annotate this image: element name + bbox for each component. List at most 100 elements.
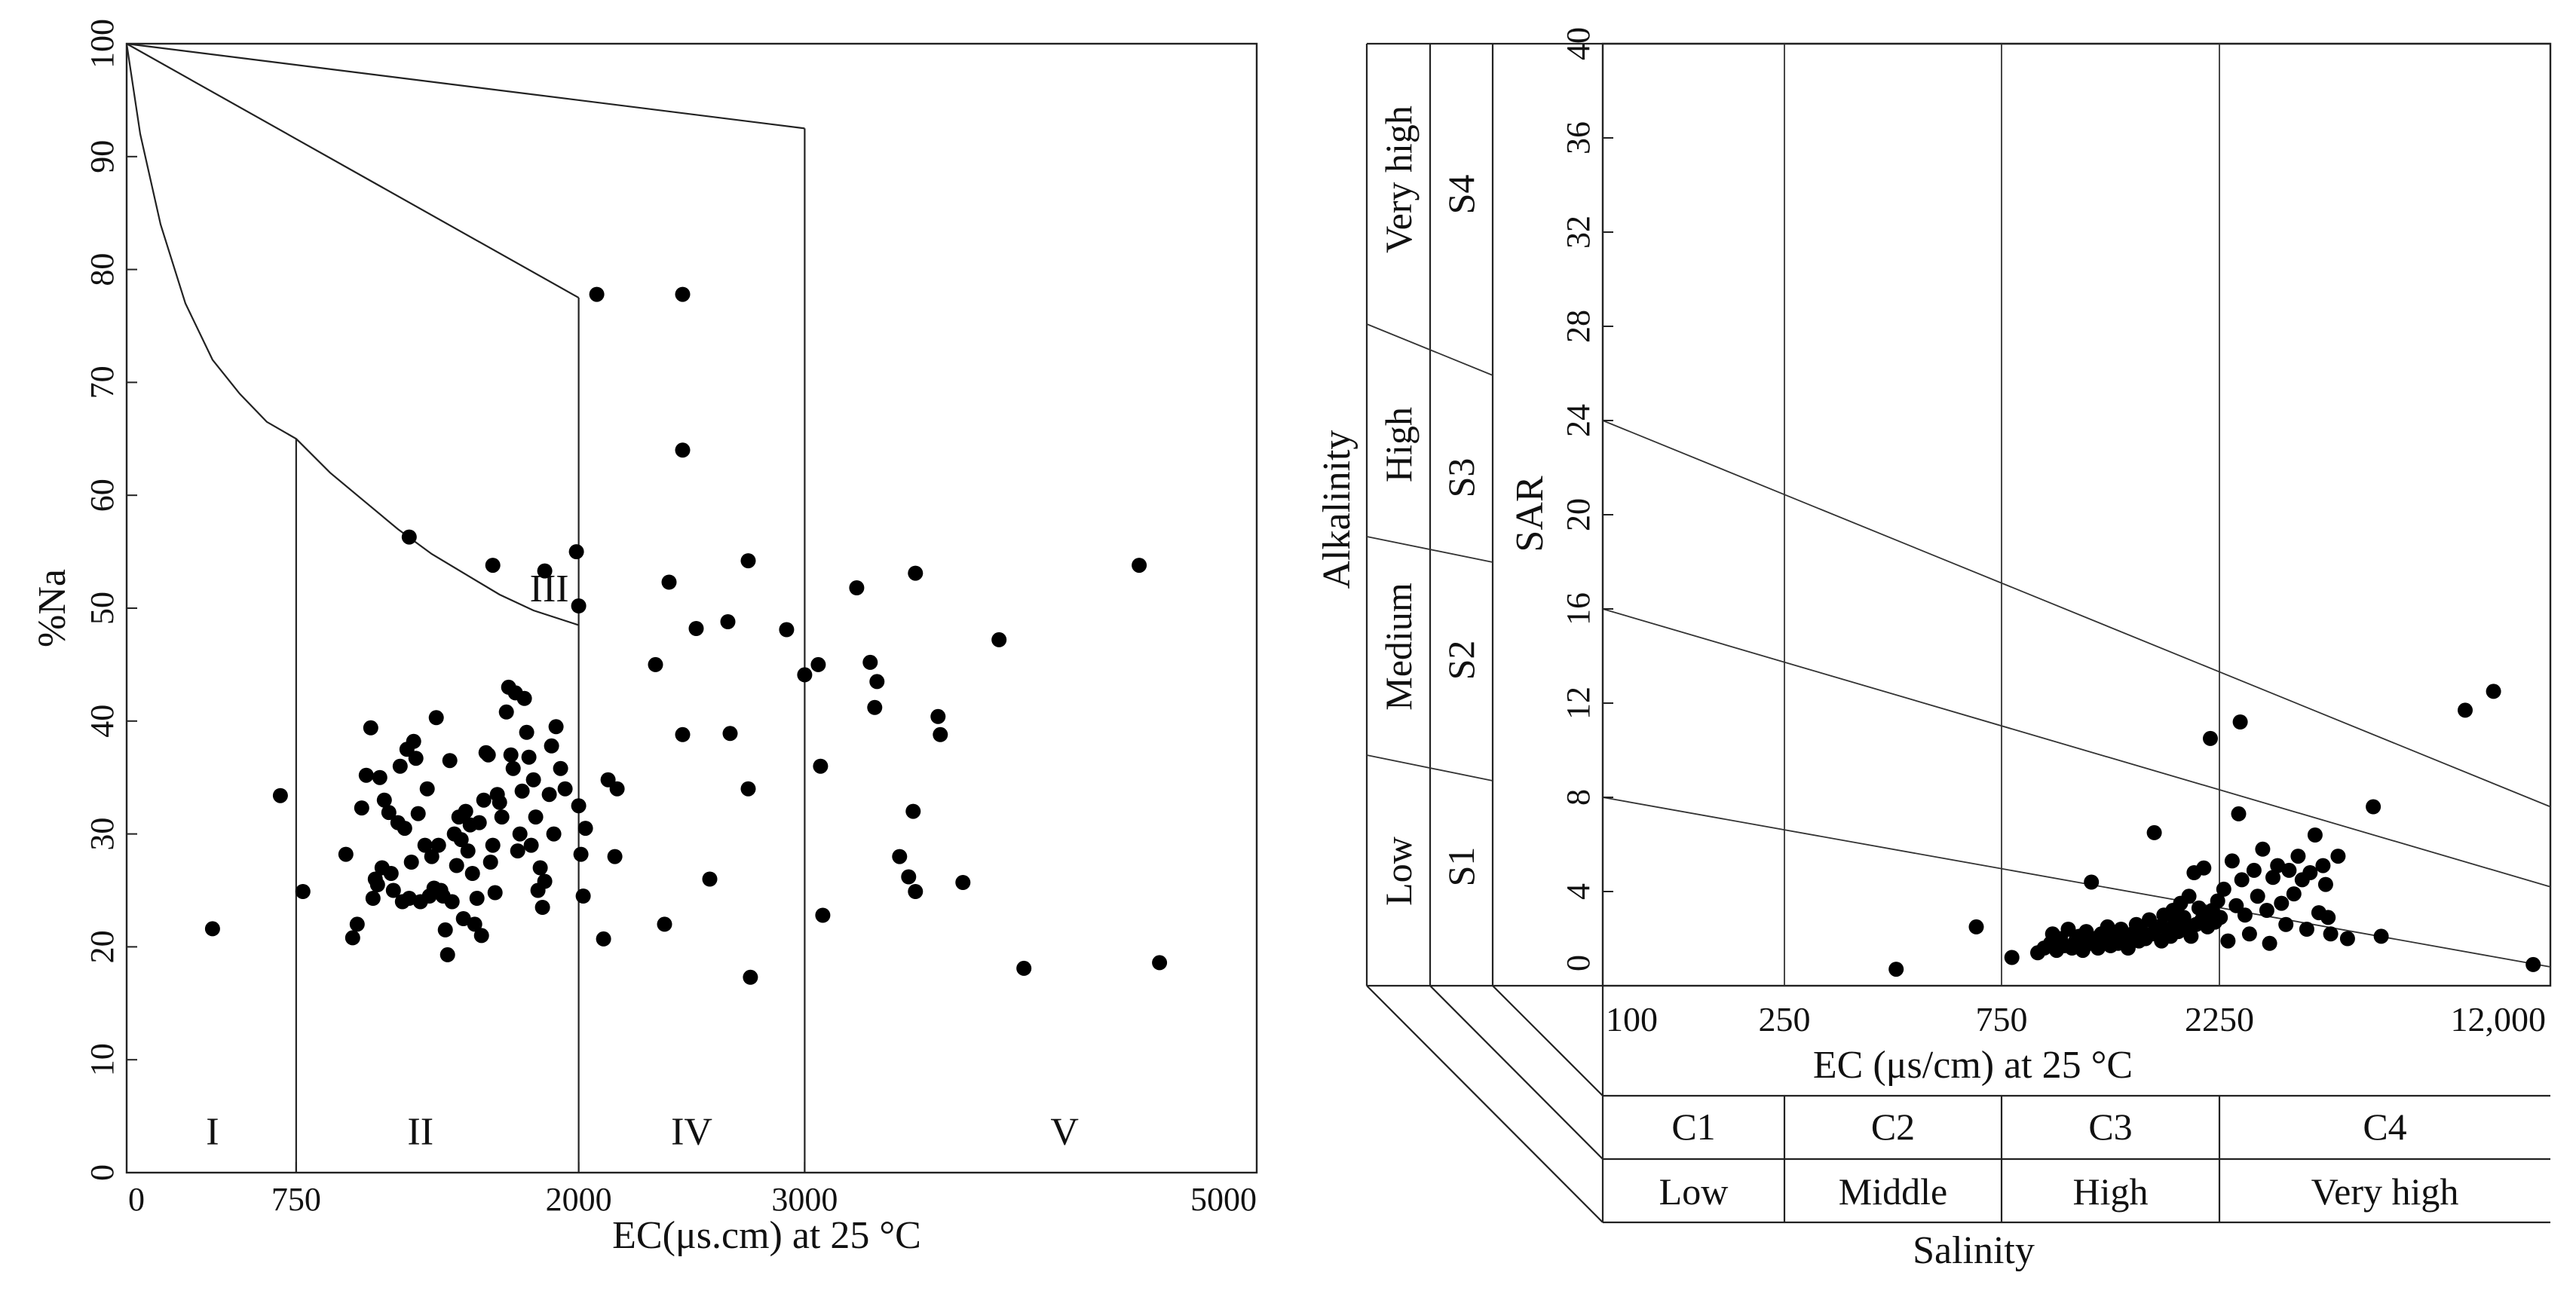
left-data-point bbox=[675, 442, 691, 458]
salinity-class-code: C1 bbox=[1671, 1106, 1715, 1148]
left-data-point bbox=[467, 916, 482, 932]
left-data-point bbox=[424, 849, 440, 864]
salinity-class-name: Low bbox=[1659, 1170, 1729, 1213]
left-data-point bbox=[503, 747, 519, 763]
left-data-point bbox=[675, 286, 691, 302]
left-data-point bbox=[523, 837, 539, 853]
left-data-point bbox=[743, 969, 758, 985]
right-y-tick-label: 24 bbox=[1560, 404, 1597, 437]
salinity-class-name: High bbox=[2073, 1170, 2149, 1213]
right-data-point bbox=[2274, 895, 2290, 911]
left-data-point bbox=[901, 869, 917, 885]
left-data-point bbox=[376, 792, 392, 808]
right-data-point bbox=[2458, 702, 2473, 718]
left-data-point bbox=[607, 849, 623, 864]
left-data-point bbox=[1016, 960, 1032, 976]
boundary-upper-line bbox=[126, 43, 580, 299]
right-x-tick-label: 2250 bbox=[2185, 1000, 2254, 1038]
right-x-axis-ticks: 100 250 750 2250 12,000 bbox=[1606, 1000, 2546, 1038]
left-data-point bbox=[365, 891, 381, 906]
left-data-point bbox=[494, 809, 510, 825]
alkalinity-class-name: High bbox=[1377, 407, 1420, 482]
left-data-point bbox=[553, 760, 568, 776]
right-y-tick-label: 20 bbox=[1560, 498, 1597, 531]
left-data-point bbox=[444, 894, 460, 910]
left-data-point bbox=[204, 921, 220, 937]
right-data-point bbox=[2060, 922, 2076, 937]
right-data-point bbox=[2146, 824, 2162, 840]
right-data-point bbox=[2220, 933, 2236, 949]
left-x-tick-label: 750 bbox=[271, 1181, 321, 1218]
right-data-point bbox=[1968, 919, 1984, 934]
left-data-point bbox=[272, 788, 288, 803]
salinity-class-name: Very high bbox=[2311, 1170, 2459, 1213]
left-data-point bbox=[521, 749, 537, 765]
left-data-point bbox=[516, 690, 532, 706]
right-data-point bbox=[2241, 926, 2257, 942]
left-data-point bbox=[449, 858, 464, 873]
left-data-point bbox=[480, 747, 496, 763]
left-data-point bbox=[473, 928, 489, 944]
right-data-point bbox=[2213, 910, 2228, 925]
right-data-point bbox=[2317, 876, 2333, 892]
right-data-point bbox=[2373, 928, 2389, 944]
left-data-point bbox=[458, 803, 473, 819]
left-data-point bbox=[519, 724, 534, 740]
left-data-point bbox=[575, 889, 591, 904]
left-data-point bbox=[675, 726, 691, 742]
left-data-point bbox=[779, 622, 795, 638]
left-data-point bbox=[571, 798, 587, 814]
left-region-label: I bbox=[206, 1111, 219, 1154]
right-data-point bbox=[2299, 922, 2314, 937]
left-y-tick-label: 10 bbox=[84, 1043, 121, 1076]
left-data-point bbox=[485, 558, 501, 574]
wedge-diagonal-3 bbox=[1492, 985, 1603, 1097]
left-data-point bbox=[905, 803, 921, 819]
left-data-point bbox=[408, 751, 424, 766]
left-data-point bbox=[867, 699, 883, 715]
left-data-point bbox=[797, 667, 813, 683]
left-data-point bbox=[525, 772, 541, 788]
left-data-point bbox=[532, 860, 548, 876]
left-data-point bbox=[453, 832, 469, 848]
left-x-tick-label: 2000 bbox=[546, 1181, 612, 1218]
left-data-point bbox=[589, 286, 605, 302]
left-data-point bbox=[430, 837, 446, 853]
right-data-point bbox=[2120, 941, 2136, 956]
left-data-point bbox=[933, 726, 948, 742]
alkalinity-class-code: S3 bbox=[1440, 458, 1482, 498]
right-x-tick-label: 750 bbox=[1976, 1000, 2028, 1038]
left-data-point bbox=[577, 821, 593, 837]
left-data-point bbox=[908, 884, 924, 899]
right-data-point bbox=[2307, 827, 2323, 843]
right-data-point bbox=[2181, 889, 2197, 904]
left-data-point bbox=[528, 809, 544, 825]
right-data-point bbox=[2259, 903, 2274, 918]
wedge-diagonal-2 bbox=[1429, 985, 1603, 1160]
right-y-tick-label: 40 bbox=[1560, 27, 1597, 60]
left-data-point bbox=[955, 875, 971, 890]
right-y-tick-label: 32 bbox=[1560, 216, 1597, 249]
left-data-point bbox=[295, 884, 311, 899]
alkalinity-outer-label: Alkalinity bbox=[1316, 430, 1358, 589]
left-data-point bbox=[702, 871, 718, 887]
left-data-point bbox=[573, 846, 589, 862]
left-data-point bbox=[372, 769, 387, 785]
left-data-point bbox=[991, 632, 1007, 647]
salinity-outer-label: Salinity bbox=[1913, 1229, 2035, 1272]
right-y-tick-label: 4 bbox=[1560, 883, 1597, 900]
right-y-tick-label: 28 bbox=[1560, 310, 1597, 343]
right-x-tick-label: 100 bbox=[1606, 1000, 1658, 1038]
left-data-point bbox=[406, 733, 421, 749]
left-data-point bbox=[363, 720, 378, 736]
left-data-point bbox=[930, 708, 946, 724]
left-data-point bbox=[722, 726, 738, 742]
right-x-axis-label: EC (μs/cm) at 25 °C bbox=[1813, 1044, 2133, 1087]
left-y-axis-ticks: 0 10 20 30 40 50 60 70 80 90 100 bbox=[84, 19, 137, 1181]
left-class-boundaries bbox=[125, 42, 806, 1173]
